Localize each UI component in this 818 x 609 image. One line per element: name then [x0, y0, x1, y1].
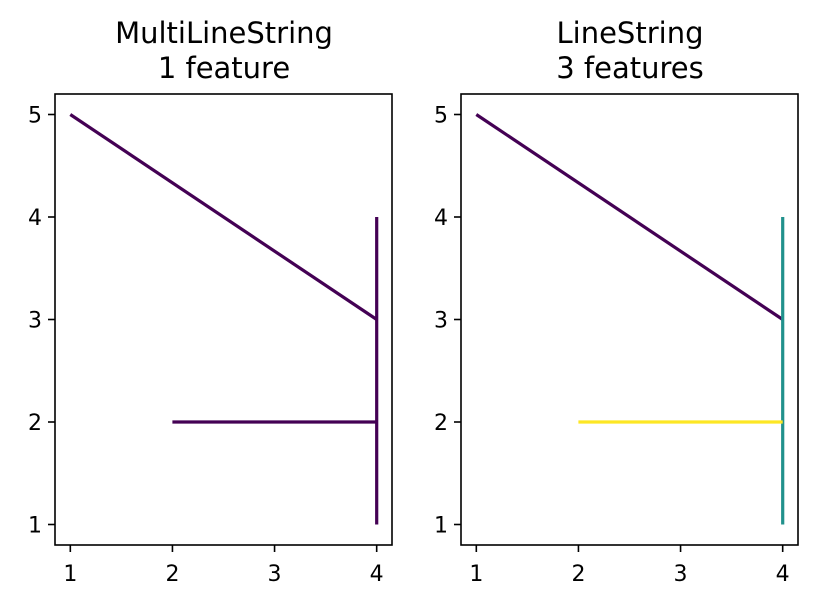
series-line-1	[69, 113, 378, 321]
y-tick-label: 1	[434, 514, 448, 539]
y-tick-label: 3	[434, 309, 448, 334]
subplot-left: MultiLineString 1 feature 1 2 3 4 1 2 3 4 5	[28, 16, 393, 587]
y-tick-label: 2	[434, 411, 448, 436]
x-tick-label: 3	[674, 562, 688, 587]
x-tick-label: 3	[268, 562, 282, 587]
y-tick-label: 5	[434, 104, 448, 129]
y-tick-label: 2	[28, 411, 42, 436]
subplot-left-title-line2: 1 feature	[158, 51, 290, 85]
subplot-left-title-line1: MultiLineString	[115, 16, 333, 50]
plot-frame	[460, 93, 799, 546]
subplot-right-plot-area: 1 2 3 4 1 2 3 4 5	[434, 93, 799, 587]
x-tick-label: 2	[571, 562, 585, 587]
subplot-right-title-line1: LineString	[557, 16, 704, 50]
x-tick-label: 1	[63, 562, 77, 587]
subplot-left-plot-area: 1 2 3 4 1 2 3 4 5	[28, 93, 393, 587]
x-tick-label: 1	[469, 562, 483, 587]
subplot-right-title-line2: 3 features	[556, 51, 703, 85]
y-tick-label: 4	[434, 206, 448, 231]
x-tick-label: 4	[776, 562, 790, 587]
y-tick-label: 5	[28, 104, 42, 129]
series-line-1	[475, 113, 784, 321]
x-tick-label: 4	[370, 562, 384, 587]
y-tick-label: 1	[28, 514, 42, 539]
plot-frame	[54, 93, 393, 546]
subplot-right: LineString 3 features 1 2 3 4 1 2 3 4 5	[434, 16, 799, 587]
y-tick-label: 3	[28, 309, 42, 334]
x-tick-label: 2	[165, 562, 179, 587]
y-tick-label: 4	[28, 206, 42, 231]
